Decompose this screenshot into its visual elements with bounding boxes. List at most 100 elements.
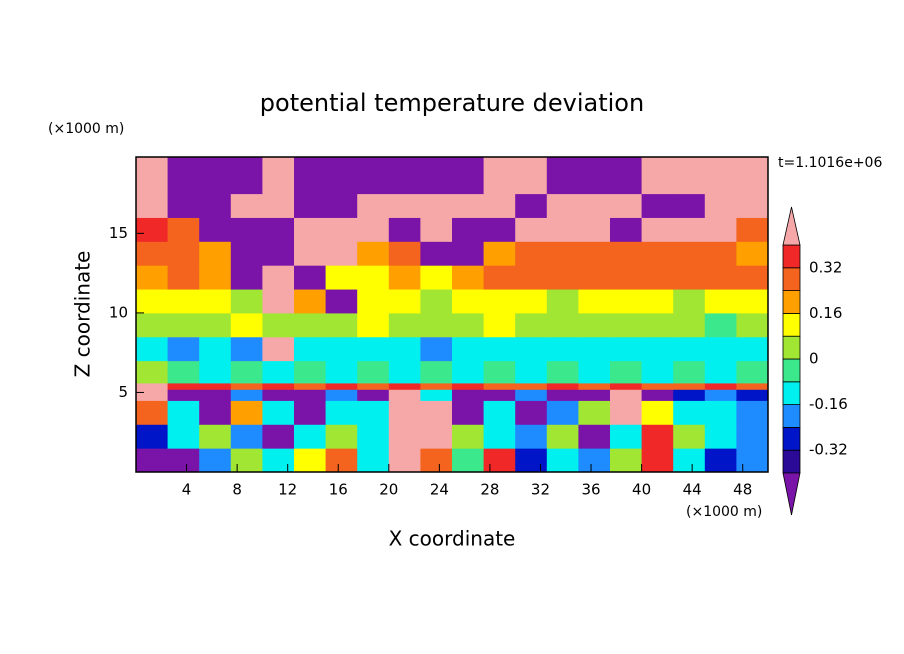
- contour-cell: [578, 448, 611, 473]
- contour-cell: [641, 312, 674, 338]
- contour-cell: [420, 448, 453, 473]
- contour-cell: [136, 360, 169, 384]
- contour-cell: [673, 289, 706, 314]
- x-tick-label: 32: [531, 481, 550, 499]
- contour-cell: [136, 241, 169, 266]
- contour-cell: [136, 157, 169, 195]
- contour-cell: [704, 217, 737, 242]
- contour-cell: [230, 241, 263, 266]
- x-tick-label: 12: [278, 481, 297, 499]
- y-tick-label: 15: [109, 224, 128, 242]
- colorbar-bottom-triangle: [782, 472, 801, 516]
- contour-cell: [357, 217, 390, 242]
- contour-cell: [167, 241, 200, 266]
- time-label: t=1.1016e+06: [778, 155, 882, 171]
- contour-cell: [546, 193, 579, 218]
- contour-cell: [262, 448, 295, 473]
- contour-cell: [515, 360, 548, 384]
- contour-cell: [262, 157, 295, 195]
- contour-cell: [294, 265, 327, 290]
- x-axis-title: X coordinate: [389, 527, 516, 551]
- contour-cell: [641, 217, 674, 242]
- contour-cell: [641, 289, 674, 314]
- contour-cell: [546, 389, 579, 401]
- colorbar-tick-label: -0.32: [809, 441, 848, 459]
- contour-cell: [515, 241, 548, 266]
- contour-cell: [483, 360, 516, 384]
- contour-cell: [262, 217, 295, 242]
- contour-cell: [136, 389, 169, 401]
- contour-cell: [325, 424, 358, 449]
- x-tick-label: 20: [379, 481, 398, 499]
- contour-cell: [167, 448, 200, 473]
- contour-cell: [578, 312, 611, 338]
- contour-cell: [388, 157, 421, 195]
- contour-cell: [294, 289, 327, 314]
- contour-cell: [230, 400, 263, 425]
- contour-cell: [736, 360, 769, 384]
- contour-cell: [167, 217, 200, 242]
- contour-cell: [357, 389, 390, 401]
- contour-cell: [641, 448, 674, 473]
- contour-cell: [230, 193, 263, 218]
- contour-cell: [230, 448, 263, 473]
- contour-cell: [325, 382, 358, 390]
- contour-cell: [325, 217, 358, 242]
- contour-cell: [736, 312, 769, 338]
- contour-cell: [610, 400, 643, 425]
- contour-cell: [357, 336, 390, 362]
- contour-cell: [388, 382, 421, 390]
- contour-cell: [357, 265, 390, 290]
- contour-cell: [641, 157, 674, 195]
- contour-cell: [641, 336, 674, 362]
- contour-cell: [704, 241, 737, 266]
- contour-cell: [515, 389, 548, 401]
- contour-cell: [357, 157, 390, 195]
- contour-cell: [325, 193, 358, 218]
- x-tick-label: 48: [733, 481, 752, 499]
- contour-cell: [262, 400, 295, 425]
- contour-cell: [673, 193, 706, 218]
- contour-cell: [452, 400, 485, 425]
- contour-cell: [546, 265, 579, 290]
- x-tick-label: 36: [581, 481, 600, 499]
- x-tick-label: 8: [232, 481, 242, 499]
- contour-cell: [136, 382, 169, 390]
- contour-cell: [167, 289, 200, 314]
- contour-cell: [578, 400, 611, 425]
- contour-cell: [546, 360, 579, 384]
- contour-cell: [167, 382, 200, 390]
- contour-cell: [230, 389, 263, 401]
- contour-cell: [673, 360, 706, 384]
- contour-cell: [515, 265, 548, 290]
- contour-cell: [673, 336, 706, 362]
- chart-title: potential temperature deviation: [260, 89, 644, 117]
- contour-cell: [578, 289, 611, 314]
- contour-cell: [294, 157, 327, 195]
- x-tick-label: 4: [182, 481, 192, 499]
- contour-cell: [420, 157, 453, 195]
- contour-cell: [704, 389, 737, 401]
- x-tick-label: 44: [683, 481, 702, 499]
- contour-cell: [578, 389, 611, 401]
- contour-cell: [388, 241, 421, 266]
- contour-cell: [230, 360, 263, 384]
- contour-cell: [704, 157, 737, 195]
- contour-cell: [452, 360, 485, 384]
- contour-cell: [167, 312, 200, 338]
- contour-cell: [736, 265, 769, 290]
- contour-cell: [294, 448, 327, 473]
- colorbar-box: [782, 335, 801, 360]
- contour-cell: [230, 312, 263, 338]
- contour-cell: [357, 193, 390, 218]
- contour-cell: [199, 193, 232, 218]
- contour-cell: [610, 241, 643, 266]
- contour-cell: [641, 424, 674, 449]
- contour-cell: [167, 265, 200, 290]
- contour-cell: [610, 424, 643, 449]
- x-units: (×1000 m): [686, 504, 762, 520]
- contour-cell: [515, 382, 548, 390]
- contour-cell: [420, 382, 453, 390]
- contour-cell: [610, 448, 643, 473]
- contour-cell: [515, 193, 548, 218]
